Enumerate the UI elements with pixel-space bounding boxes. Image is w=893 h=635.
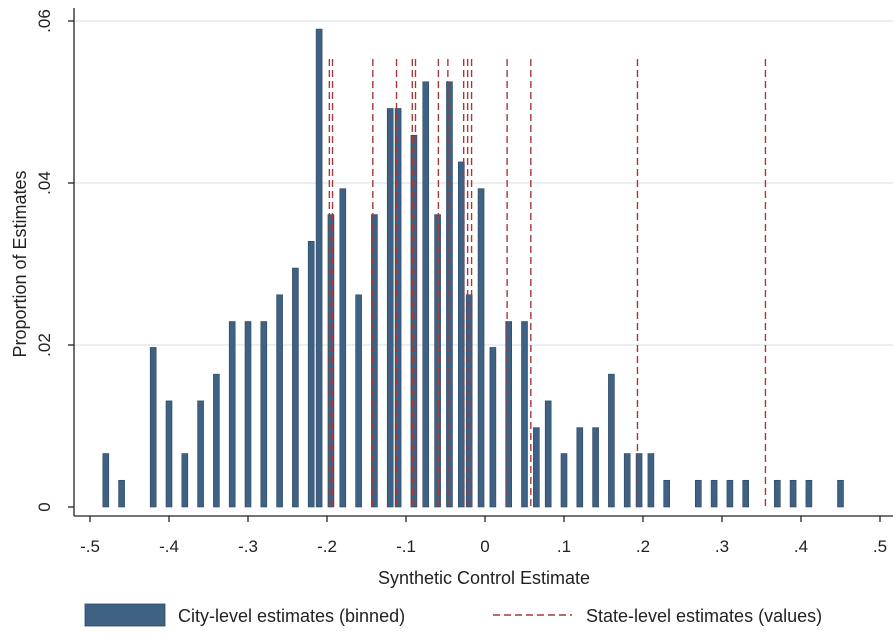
bar-16 [355, 294, 362, 508]
bar-13 [315, 28, 323, 508]
vline-series [328, 59, 767, 507]
y-axis-title: Proportion of Estimates [10, 170, 30, 357]
legend-label-lines: State-level estimates (values) [586, 606, 822, 626]
bar-9 [260, 321, 268, 508]
x-tick-label-4: -.1 [396, 537, 416, 556]
bar-2 [149, 347, 157, 508]
bar-8 [244, 321, 252, 508]
bar-38 [647, 453, 655, 508]
axes: 0 .02 .04 .06 -.5 -.4 -.3 -.2 -.1 0 .1 .2 .3 .4 .5 [35, 8, 893, 556]
bar-7 [228, 321, 236, 508]
x-tick-label-1: -.4 [159, 537, 179, 556]
bar-5 [197, 400, 204, 508]
bar-15 [339, 188, 347, 508]
bar-18 [386, 108, 394, 508]
bar-34 [592, 427, 599, 508]
bar-44 [773, 479, 781, 508]
bar-41 [710, 479, 718, 508]
bar-36 [623, 453, 631, 508]
bar-6 [213, 373, 220, 508]
bar-12 [307, 241, 315, 508]
bar-29 [521, 321, 528, 508]
bar-23 [446, 81, 453, 508]
bar-35 [608, 373, 615, 508]
bar-45 [789, 479, 797, 508]
y-tick-label-0: 0 [35, 502, 54, 511]
x-tick-label-3: -.2 [317, 537, 337, 556]
bar-28 [505, 321, 513, 508]
x-tick-label-2: -.3 [238, 537, 258, 556]
bar-37 [635, 453, 643, 508]
bar-39 [663, 479, 671, 508]
bar-0 [102, 453, 110, 508]
bar-47 [837, 479, 844, 508]
bar-33 [576, 427, 584, 508]
bar-10 [276, 294, 283, 508]
bar-21 [422, 81, 430, 508]
x-tick-label-5: 0 [480, 537, 489, 556]
x-tick-label-7: .2 [636, 537, 650, 556]
bar-40 [694, 479, 702, 508]
bar-30 [533, 427, 540, 508]
legend-label-bars: City-level estimates (binned) [178, 606, 405, 626]
bar-series [102, 28, 844, 508]
bar-31 [544, 400, 552, 508]
x-tick-label-9: .4 [794, 537, 808, 556]
bar-46 [805, 479, 813, 508]
bar-27 [489, 347, 497, 508]
legend-swatch-bars [84, 603, 166, 627]
bar-43 [742, 479, 750, 508]
bar-1 [118, 479, 125, 508]
y-tick-label-1: .02 [35, 333, 54, 357]
legend: City-level estimates (binned) State-leve… [84, 603, 822, 627]
y-tick-label-2: .04 [35, 171, 54, 195]
bar-17 [371, 214, 378, 508]
bar-32 [560, 453, 568, 508]
bar-3 [165, 400, 173, 508]
bar-11 [292, 267, 299, 508]
x-axis-title: Synthetic Control Estimate [378, 568, 590, 588]
bar-19 [394, 108, 402, 508]
bar-22 [434, 214, 441, 508]
bar-14 [327, 214, 335, 508]
y-tick-label-3: .06 [35, 9, 54, 33]
x-tick-label-0: -.5 [80, 537, 100, 556]
bar-42 [726, 479, 734, 508]
x-tick-label-8: .3 [715, 537, 729, 556]
x-tick-label-6: .1 [557, 537, 571, 556]
bar-20 [410, 134, 418, 508]
x-tick-label-10: .5 [873, 537, 887, 556]
bar-26 [477, 188, 485, 508]
bar-4 [181, 453, 189, 508]
